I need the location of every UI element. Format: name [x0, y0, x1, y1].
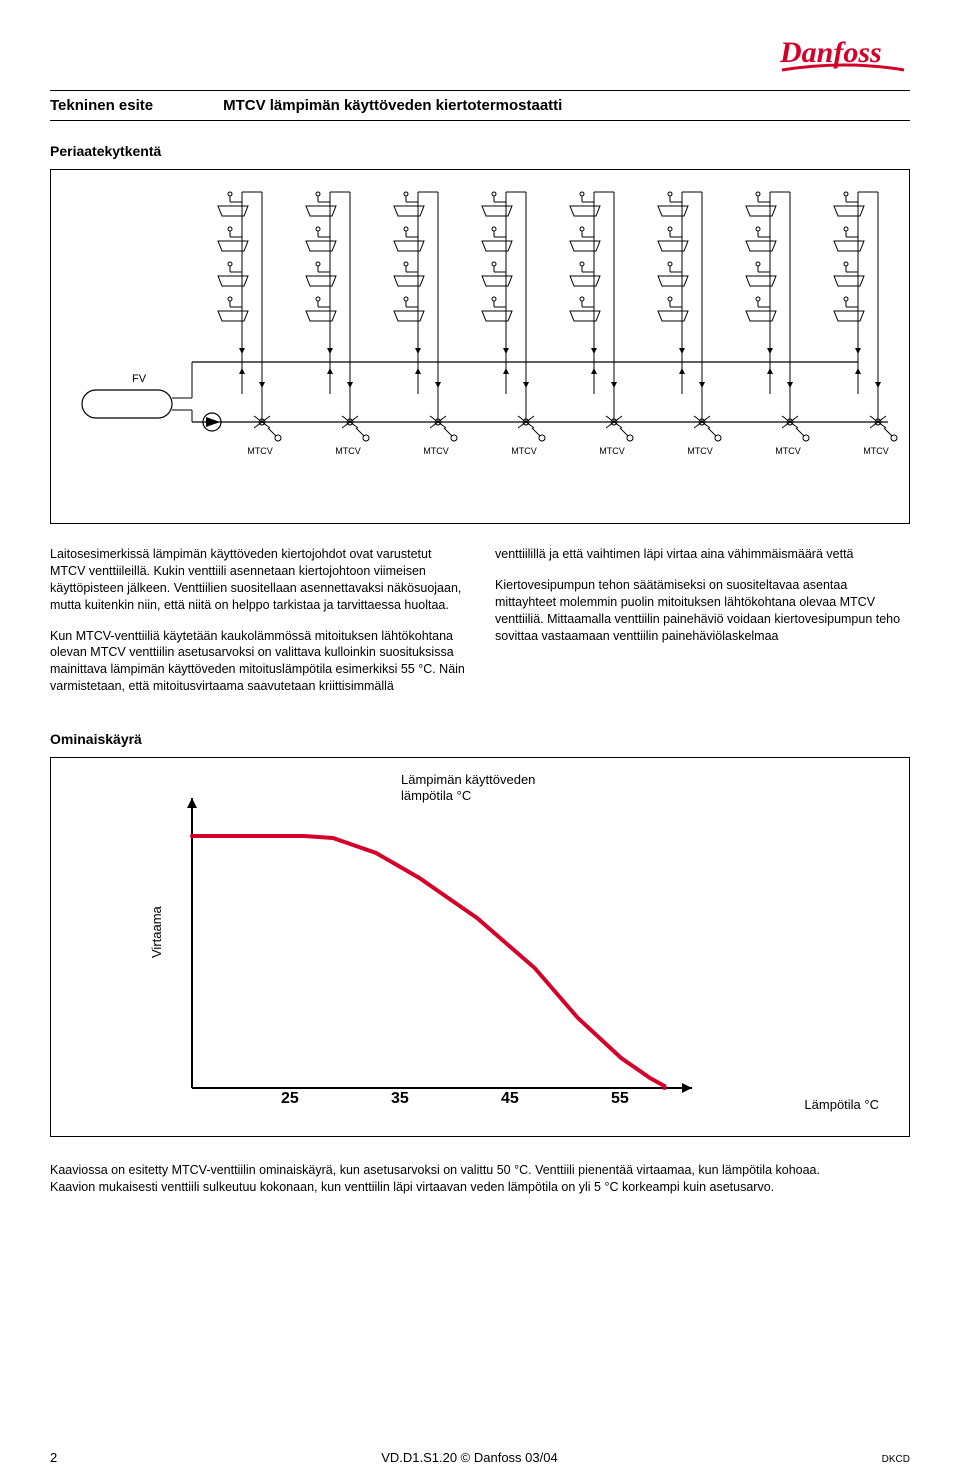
body-p4: Kiertovesipumpun tehon säätämiseksi on s… [495, 577, 910, 645]
rule-top [50, 90, 910, 91]
section-ominais-label: Ominaiskäyrä [50, 731, 910, 747]
svg-text:MTCV: MTCV [687, 446, 713, 456]
characteristic-chart: Lämpimän käyttöveden lämpötila °C Virtaa… [50, 757, 910, 1137]
svg-text:FV: FV [132, 373, 147, 385]
chart-x-tick: 25 [281, 1090, 299, 1108]
chart-x-tick: 35 [391, 1090, 409, 1108]
brand-logo: Danfoss [780, 30, 910, 83]
schematic-diagram: MTCV MTCV MTCV MTCV MTCV MTCV MTCV MTCV FV [50, 169, 910, 524]
schematic-svg: MTCV MTCV MTCV MTCV MTCV MTCV MTCV MTCV FV [51, 170, 909, 523]
footer-code: DKCD [882, 1454, 910, 1465]
chart-svg [51, 758, 909, 1136]
caption-p2: Kaavion mukaisesti venttiili sulkeutuu k… [50, 1179, 910, 1196]
doc-type: Tekninen esite [50, 97, 153, 114]
page-footer: 2 VD.D1.S1.20 © Danfoss 03/04 DKCD [50, 1450, 910, 1465]
chart-x-tick: 55 [611, 1090, 629, 1108]
svg-text:MTCV: MTCV [863, 446, 889, 456]
svg-text:MTCV: MTCV [775, 446, 801, 456]
section-periaate-label: Periaatekytkentä [50, 143, 910, 159]
body-text: Laitosesimerkissä lämpimän käyttöveden k… [50, 546, 910, 709]
chart-caption: Kaaviossa on esitetty MTCV-venttiilin om… [50, 1162, 910, 1196]
chart-y-axis-label: Virtaama [149, 906, 164, 958]
footer-ref: VD.D1.S1.20 © Danfoss 03/04 [381, 1450, 558, 1465]
doc-title: MTCV lämpimän käyttöveden kiertotermosta… [223, 97, 562, 114]
svg-text:MTCV: MTCV [511, 446, 537, 456]
body-p2: Kun MTCV-venttiiliä käytetään kaukolämmö… [50, 628, 465, 696]
chart-x-tick: 45 [501, 1090, 519, 1108]
caption-p1: Kaaviossa on esitetty MTCV-venttiilin om… [50, 1162, 910, 1179]
svg-text:MTCV: MTCV [599, 446, 625, 456]
svg-text:MTCV: MTCV [247, 446, 273, 456]
svg-text:MTCV: MTCV [335, 446, 361, 456]
body-p1: Laitosesimerkissä lämpimän käyttöveden k… [50, 546, 465, 614]
chart-title: Lämpimän käyttöveden lämpötila °C [401, 772, 535, 803]
chart-x-axis-label: Lämpötila °C [804, 1097, 879, 1112]
page-number: 2 [50, 1450, 57, 1465]
body-p3: venttiilillä ja että vaihtimen läpi virt… [495, 546, 910, 563]
rule-bottom [50, 120, 910, 121]
svg-text:MTCV: MTCV [423, 446, 449, 456]
